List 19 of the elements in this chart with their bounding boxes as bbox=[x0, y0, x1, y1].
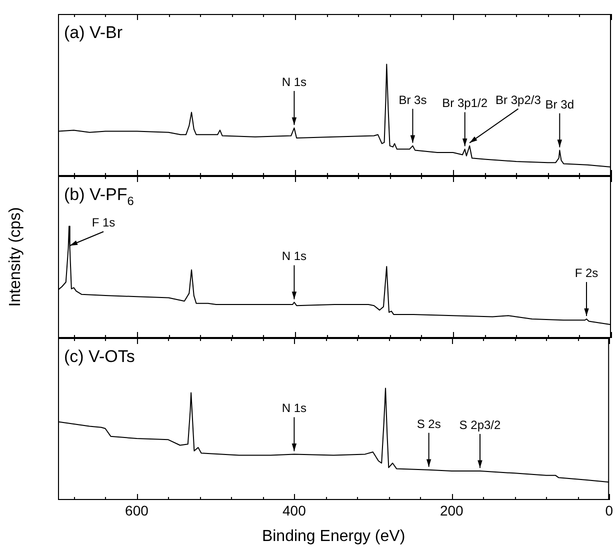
annotation: Br 3p1/2 bbox=[442, 96, 488, 110]
annotation: S 2p3/2 bbox=[459, 418, 501, 432]
annotation: Br 3s bbox=[398, 92, 427, 107]
annotation: S 2s bbox=[416, 416, 441, 431]
x-axis-title: Binding Energy (eV) bbox=[262, 528, 406, 545]
x-tick-label: 400 bbox=[282, 502, 306, 518]
x-tick-label: 600 bbox=[125, 502, 149, 518]
annotation: F 2s bbox=[574, 266, 598, 280]
y-axis-title: Intensity (cps) bbox=[7, 207, 24, 307]
annotation: N 1s bbox=[282, 249, 307, 264]
annotation: Br 3d bbox=[545, 97, 574, 112]
chart-title: (a) V-Br bbox=[64, 23, 123, 42]
x-tick-label: 200 bbox=[440, 502, 464, 518]
annotation: Br 3p2/3 bbox=[496, 92, 542, 107]
x-tick-label: 0 bbox=[605, 502, 614, 518]
annotation: N 1s bbox=[282, 74, 307, 89]
annotation: F 1s bbox=[92, 216, 116, 230]
annotation: N 1s bbox=[282, 401, 307, 416]
chart-title: (c) V-OTs bbox=[64, 347, 135, 366]
